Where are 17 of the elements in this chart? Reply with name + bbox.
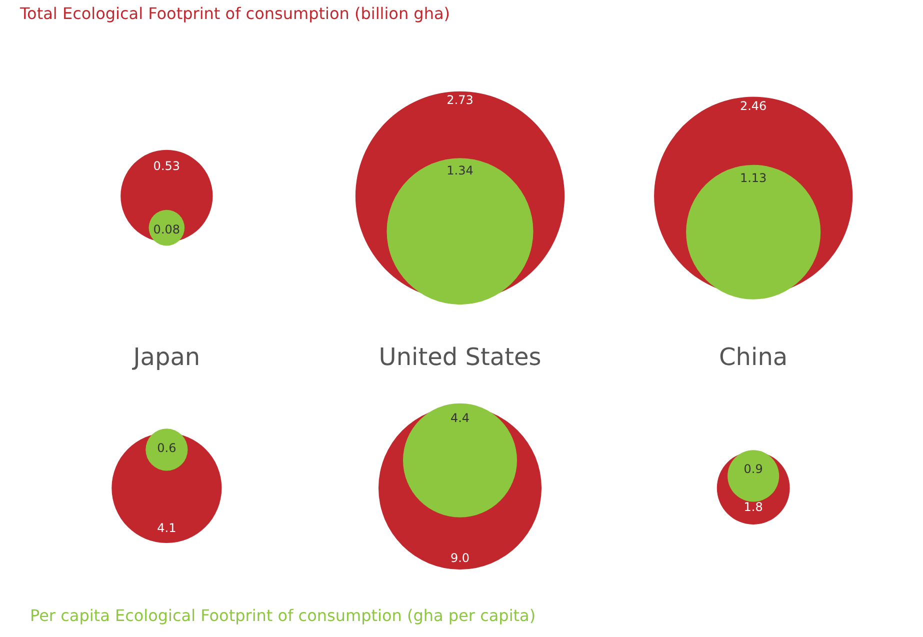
data-label: 4.1 (157, 521, 176, 536)
data-label: 0.6 (157, 440, 176, 455)
category-label: China (719, 343, 788, 371)
data-label: 0.08 (153, 222, 180, 237)
data-label: 2.46 (740, 98, 767, 113)
data-label: 1.34 (446, 164, 474, 178)
category-label: Japan (131, 343, 200, 371)
text: Per capita Ecological Footprint of consumption (gha per capita) (30, 606, 536, 625)
text: Total Ecological Footprint of consumption (billion gha) (19, 4, 450, 23)
data-label: 1.8 (744, 500, 763, 514)
data-label: 4.4 (450, 411, 470, 425)
data-label: 1.13 (740, 171, 767, 186)
data-label: 0.9 (744, 462, 763, 476)
data-label: 9.0 (450, 551, 470, 565)
data-label: 2.73 (446, 93, 474, 107)
data-label: 0.53 (153, 159, 180, 174)
category-label: United States (378, 343, 542, 371)
